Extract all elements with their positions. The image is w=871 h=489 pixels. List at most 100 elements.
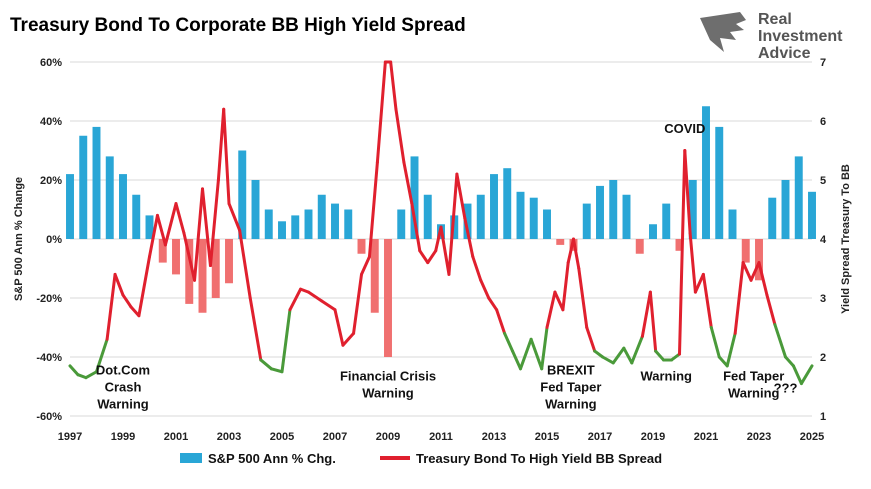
line-segment xyxy=(529,337,544,371)
bar-mark xyxy=(582,203,591,239)
bar-mark xyxy=(119,174,127,239)
line-segment xyxy=(148,213,159,259)
bar-mark xyxy=(66,174,74,239)
eagle-logo-icon xyxy=(700,12,746,52)
line-segment xyxy=(601,355,615,365)
line-segment xyxy=(749,261,761,282)
y-right-tick-label: 2 xyxy=(820,352,826,364)
line-segment xyxy=(479,278,491,300)
line-segment xyxy=(341,331,356,347)
line-segment xyxy=(389,60,398,111)
line-segment xyxy=(791,364,803,386)
bar-mark xyxy=(728,209,737,239)
bar-mark xyxy=(251,180,260,239)
line-segment xyxy=(717,355,729,368)
legend-label-line: Treasury Bond To High Yield BB Spread xyxy=(416,451,662,466)
line-segment xyxy=(320,299,337,312)
line-segment xyxy=(280,308,292,374)
bar-mark xyxy=(158,239,167,263)
line-segment xyxy=(95,337,109,374)
line-segment xyxy=(367,160,379,259)
bar-mark xyxy=(264,209,273,239)
line-segment xyxy=(394,107,406,164)
line-segment xyxy=(269,367,284,374)
y-left-tick-label: 40% xyxy=(40,116,62,128)
y-left-tick-label: -20% xyxy=(36,293,62,305)
logo-line-1: Real xyxy=(758,11,792,28)
right-axis-ticks: 7 6 5 4 3 2 1 xyxy=(820,57,827,423)
line-segment xyxy=(640,290,652,338)
bar-mark xyxy=(198,239,207,313)
line-segment xyxy=(553,290,565,312)
bar-mark xyxy=(370,239,379,313)
x-tick-label: 2015 xyxy=(535,431,559,443)
annotation-label: Fed Taper Warning xyxy=(723,369,784,401)
bar-mark xyxy=(543,209,551,239)
line-segment xyxy=(709,326,721,359)
x-tick-label: 2021 xyxy=(694,431,718,443)
bar-mark xyxy=(715,126,724,239)
line-segment xyxy=(725,331,737,368)
line-segment xyxy=(434,225,443,253)
bar-mark xyxy=(344,209,353,239)
line-segment xyxy=(561,261,570,312)
x-axis-ticks: 1997 1999 2001 2003 2005 2007 2009 2011 2013 2015… xyxy=(58,431,824,443)
y-right-tick-label: 1 xyxy=(820,411,826,423)
line-segment xyxy=(193,187,204,282)
y-left-tick-label: 0% xyxy=(46,234,62,246)
y-left-tick-label: 60% xyxy=(40,57,62,69)
line-segment xyxy=(113,272,125,297)
line-segment xyxy=(238,228,252,300)
bar-mark xyxy=(476,194,485,239)
line-segment xyxy=(683,149,692,235)
bar-mark xyxy=(702,106,710,239)
bar-mark xyxy=(105,156,114,239)
line-segment xyxy=(68,364,80,377)
line-segment xyxy=(757,261,769,297)
bar-mark xyxy=(675,239,684,251)
annotation-label: Warning xyxy=(640,369,692,384)
bar-mark xyxy=(503,168,512,239)
x-tick-label: 2003 xyxy=(217,431,241,443)
right-axis-label: Yield Spread Treasury To BB xyxy=(840,164,852,314)
bar-mark xyxy=(794,156,803,239)
bar-mark xyxy=(755,239,763,281)
y-left-tick-label: -60% xyxy=(36,411,62,423)
legend-swatch-bars xyxy=(180,453,202,463)
annotation-label: Financial Crisis Warning xyxy=(340,369,436,401)
line-segment xyxy=(773,323,787,359)
line-segment xyxy=(593,349,605,359)
line-segment xyxy=(654,349,666,362)
logo: Real Investment Advice xyxy=(700,11,843,62)
x-tick-label: 2001 xyxy=(164,431,188,443)
y-left-tick-label: -40% xyxy=(36,352,62,364)
line-segment xyxy=(375,60,387,164)
line-segment xyxy=(511,349,522,371)
line-segment xyxy=(418,249,430,265)
x-tick-label: 1997 xyxy=(58,431,82,443)
line-segment xyxy=(182,231,197,282)
bar-mark xyxy=(516,191,525,239)
line-segment xyxy=(519,337,533,371)
bar-mark xyxy=(172,239,180,275)
line-segment xyxy=(540,326,549,371)
bar-mark xyxy=(317,194,326,239)
line-segment xyxy=(733,261,745,335)
y-left-tick-label: 20% xyxy=(40,175,62,187)
bar-mark xyxy=(688,180,697,239)
x-tick-label: 2009 xyxy=(376,431,400,443)
chart-title: Treasury Bond To Corporate BB High Yield… xyxy=(10,15,466,36)
bar-mark xyxy=(450,215,459,239)
bar-mark xyxy=(238,150,247,239)
line-segment xyxy=(585,326,597,353)
bar-mark xyxy=(92,126,101,239)
line-segment xyxy=(248,296,263,362)
x-tick-label: 2007 xyxy=(323,431,347,443)
line-segment xyxy=(129,305,141,318)
line-segment xyxy=(105,272,117,341)
line-segment xyxy=(503,331,515,353)
line-segment xyxy=(447,172,459,276)
line-segment xyxy=(410,202,422,253)
bar-mark xyxy=(278,221,286,239)
